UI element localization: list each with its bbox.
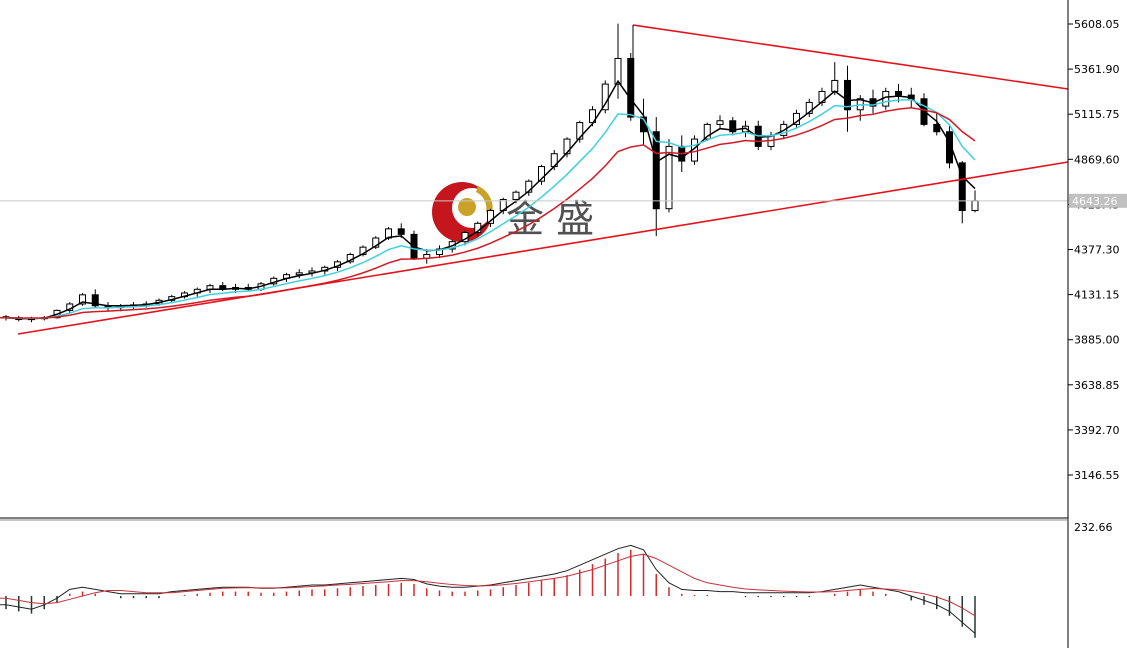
ma-mid-line <box>0 98 976 320</box>
candle-bearish <box>729 120 737 133</box>
price-axis-tick-label: 4377.30 <box>1074 244 1120 257</box>
price-axis-tick-label: 4131.15 <box>1074 289 1120 302</box>
price-axis-tick-label: 3885.00 <box>1074 334 1120 347</box>
candle-bullish <box>831 79 839 92</box>
candle-bearish <box>844 79 851 111</box>
candle-bearish <box>91 294 99 307</box>
candle-bullish <box>576 122 584 140</box>
candle-bullish <box>525 180 533 193</box>
resistance-trendline <box>632 24 1069 90</box>
candle-bearish <box>397 228 405 235</box>
price-axis-tick-label: 3146.55 <box>1074 469 1120 482</box>
candle-bearish <box>946 131 953 164</box>
candle-bearish <box>933 123 941 133</box>
candle-bearish <box>627 57 635 118</box>
candle-bullish <box>512 191 520 201</box>
candle-bullish <box>601 83 609 111</box>
candle-bullish <box>703 123 711 140</box>
price-axis-tick-label: 3638.85 <box>1074 379 1120 392</box>
candle-bullish <box>295 272 303 276</box>
price-axis-tick-label: 4869.60 <box>1074 153 1120 166</box>
price-axis: 5608.055361.905115.754869.604623.454377.… <box>1068 18 1120 482</box>
candle-bullish <box>79 294 86 305</box>
candle-bullish <box>665 145 673 210</box>
candle-bullish <box>372 237 380 248</box>
candle-bullish <box>614 57 622 85</box>
moving-average-lines <box>0 79 976 320</box>
macd-indicator <box>0 544 976 638</box>
jinsheng-logo-icon <box>432 182 493 242</box>
candle-bearish <box>652 131 660 210</box>
price-axis-tick-label: 5361.90 <box>1074 63 1120 76</box>
trendlines <box>17 24 1069 335</box>
candle-bearish <box>958 162 966 212</box>
candle-bullish <box>487 210 494 224</box>
candle-bullish <box>436 248 443 256</box>
watermark-text: 金 盛 <box>506 197 594 241</box>
macd-signal-line <box>0 553 976 617</box>
candle-bullish <box>971 200 979 212</box>
price-axis-tick-label: 5115.75 <box>1074 108 1120 121</box>
price-axis-tick-label: 3392.70 <box>1074 424 1120 437</box>
candle-bullish <box>805 101 813 114</box>
ma-slow-line <box>0 106 976 319</box>
candle-bullish <box>538 166 545 182</box>
price-axis-tick-label: 5608.05 <box>1074 18 1120 31</box>
current-price-label: 4643.26 <box>1072 195 1118 208</box>
indicator-axis-tick: 232.66 <box>1074 521 1113 534</box>
ma-fast-line <box>0 79 976 320</box>
candle-bearish <box>895 90 902 96</box>
support-trendline <box>17 161 1069 335</box>
current-price-box <box>1069 193 1127 208</box>
candle-bullish <box>716 120 724 125</box>
